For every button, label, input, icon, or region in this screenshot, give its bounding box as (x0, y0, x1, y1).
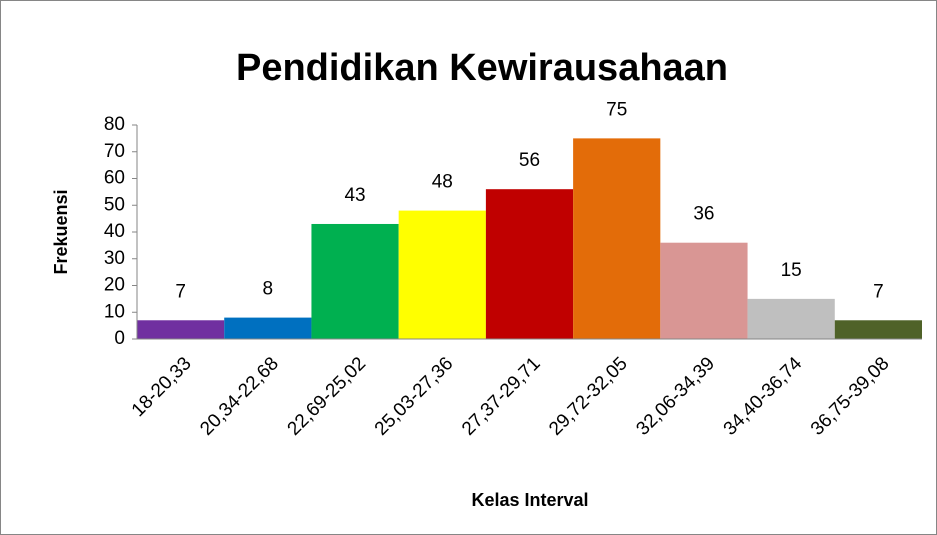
data-label: 36 (693, 204, 714, 225)
data-label: 7 (873, 281, 884, 302)
data-label: 7 (175, 281, 186, 302)
y-tick-label: 70 (104, 141, 125, 162)
bar (311, 223, 399, 339)
y-axis-label: Frekuensi (51, 189, 71, 274)
bar (834, 320, 922, 339)
x-axis-label: Kelas Interval (471, 490, 588, 510)
y-tick-label: 40 (104, 221, 125, 242)
y-tick-label: 50 (104, 194, 125, 215)
bar (573, 138, 661, 339)
data-label: 43 (344, 185, 365, 206)
data-label: 8 (263, 279, 274, 300)
data-label: 15 (781, 260, 802, 281)
data-label: 56 (519, 150, 540, 171)
bar (398, 210, 486, 339)
chart-title: Pendidikan Kewirausahaan (236, 47, 728, 89)
bar (137, 320, 225, 339)
data-label: 75 (606, 99, 627, 120)
bar (224, 317, 312, 339)
bar (747, 298, 835, 339)
y-tick-label: 10 (104, 301, 125, 322)
y-tick-label: 0 (114, 328, 125, 349)
y-tick-label: 30 (104, 248, 125, 269)
y-tick-label: 60 (104, 168, 125, 189)
y-tick-label: 20 (104, 275, 125, 296)
data-label: 48 (432, 172, 453, 193)
bar (660, 242, 748, 339)
bar (485, 189, 574, 339)
y-tick-label: 80 (104, 114, 125, 135)
